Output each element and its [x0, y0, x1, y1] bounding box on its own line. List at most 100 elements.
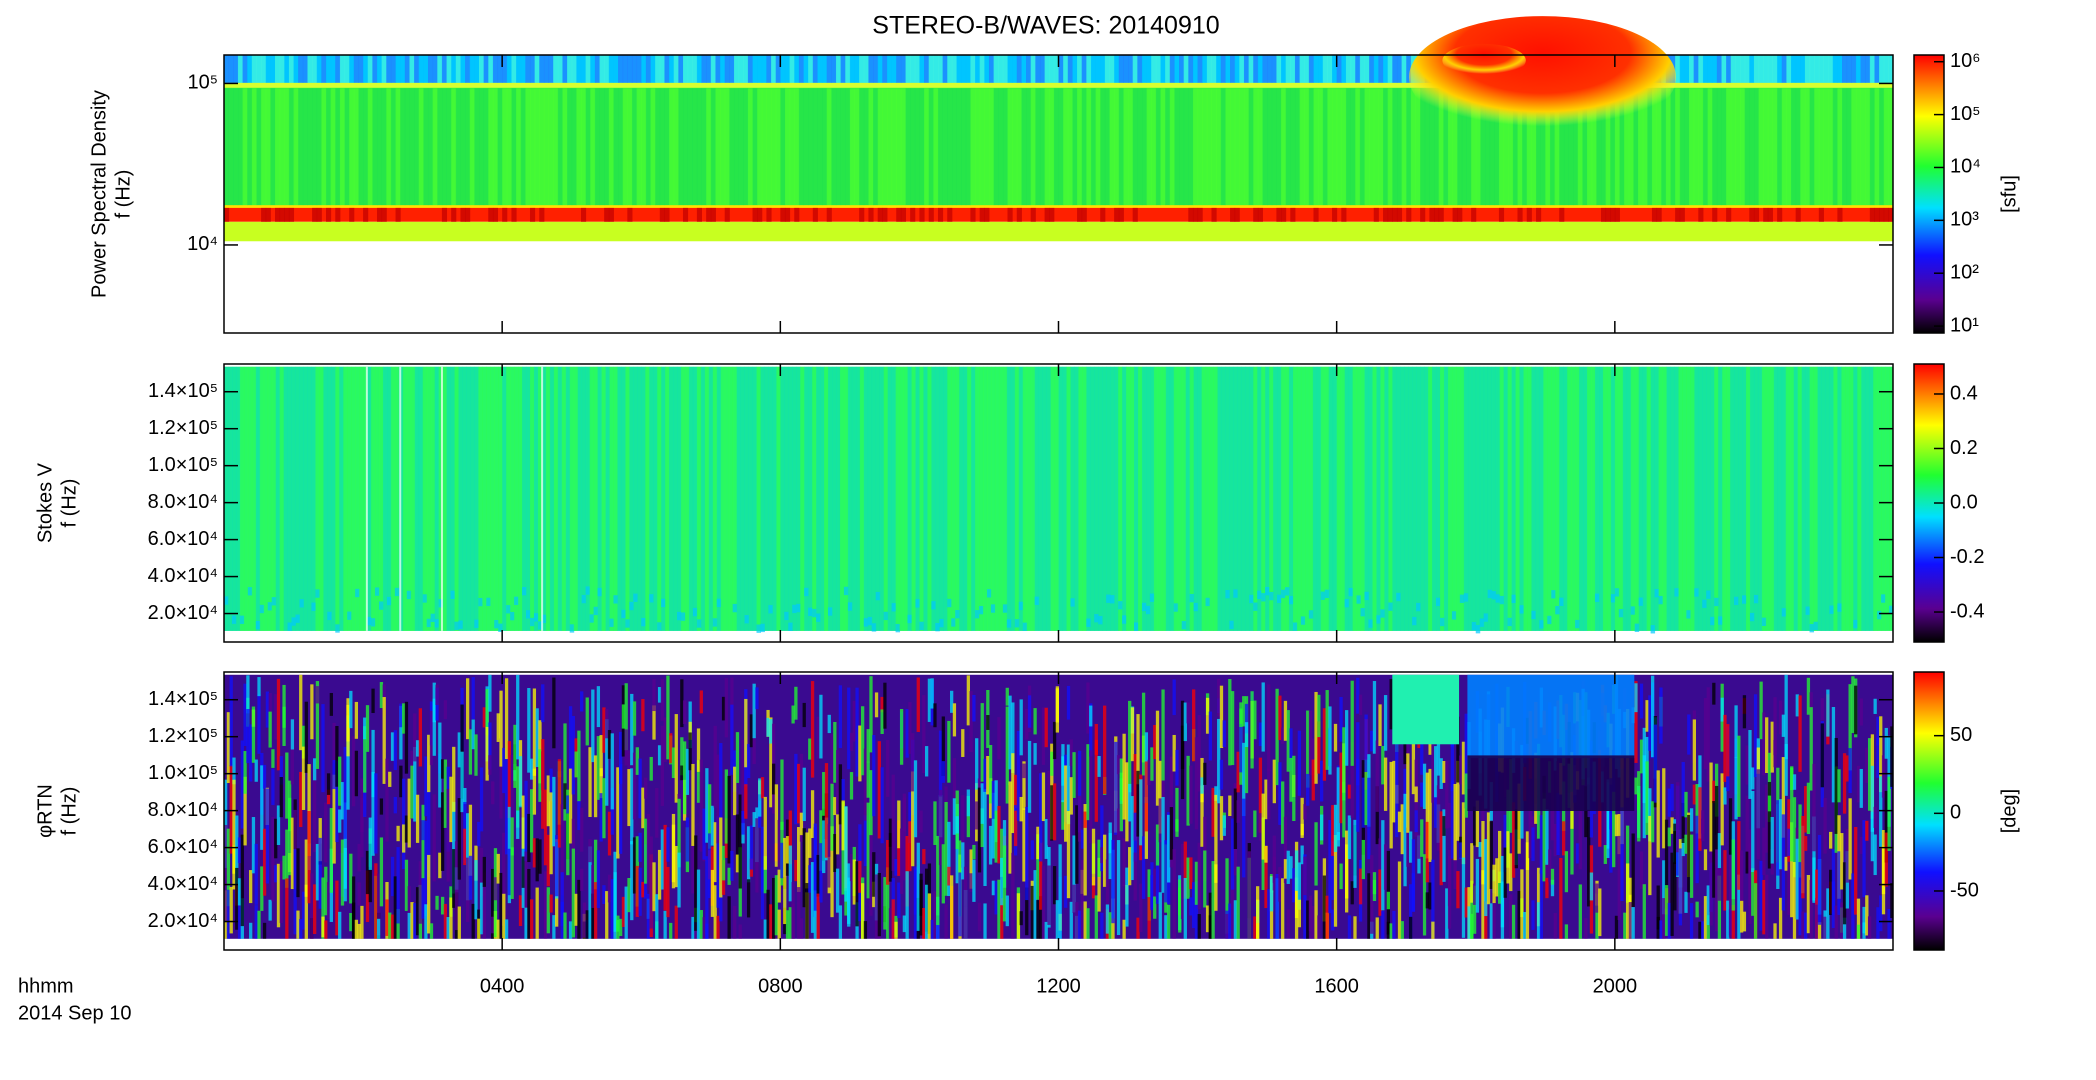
spectrum-streak [455, 55, 461, 83]
spectrum-streak [1456, 871, 1460, 909]
spectrum-streak [1623, 912, 1627, 939]
y-axis-label: f (Hz) [58, 479, 80, 528]
spectrum-streak [1651, 88, 1658, 206]
spectrum-streak [938, 730, 943, 797]
spectrum-streak [325, 207, 332, 222]
spectrum-streak [888, 832, 893, 847]
spectrum-streak [486, 366, 491, 631]
spectrum-streak [1614, 814, 1619, 837]
spectrum-streak [1189, 765, 1193, 824]
spectrum-streak [1481, 801, 1485, 821]
spectrum-streak [242, 88, 248, 206]
spectrum-streak [541, 684, 545, 723]
spectrum-streak [1077, 750, 1082, 833]
spectrum-streak [771, 877, 776, 939]
spectrum-streak [1784, 744, 1788, 796]
spectrum-streak [1100, 912, 1104, 939]
spectrum-streak [922, 907, 926, 939]
spectrum-streak [975, 801, 979, 830]
spectrum-streak [330, 88, 336, 206]
spectrum-streak [1186, 755, 1190, 826]
spectrum-streak [720, 55, 726, 83]
spectrum-streak [1471, 207, 1477, 222]
spectrum-streak [1439, 758, 1443, 789]
spectrum-streak [1158, 760, 1162, 834]
spectrum-streak [287, 366, 293, 631]
spectrum-streak [1331, 805, 1335, 856]
spectrum-streak [694, 835, 698, 931]
spectrum-streak [1422, 763, 1427, 809]
spectrum-streak [1471, 366, 1477, 631]
spectrum-streak [1884, 832, 1888, 887]
spectrum-streak [243, 366, 249, 631]
spectrum-streak [752, 683, 756, 739]
spectrum-streak [438, 852, 442, 879]
spectrum-streak [1642, 366, 1648, 631]
spectrum-streak [335, 725, 339, 787]
spectrum-streak [886, 739, 890, 797]
spectrum-streak [1818, 88, 1824, 206]
spectrum-streak [741, 739, 745, 824]
spectrum-streak [1253, 916, 1257, 939]
spectrum-streak [1010, 366, 1016, 631]
spectrum-streak [1526, 88, 1532, 206]
spectrum-streak [1455, 366, 1461, 631]
spectrum-streak [1183, 841, 1187, 899]
spectrum-streak [1228, 679, 1232, 766]
spectrum-streak [785, 836, 790, 864]
spectrum-streak [563, 912, 567, 939]
spectrum-streak [1197, 207, 1203, 222]
spectrum-streak [1378, 838, 1382, 886]
spectrum-streak [1869, 55, 1875, 83]
spectrum-streak [259, 366, 265, 631]
spectrum-streak [661, 598, 666, 608]
spectrum-streak [1734, 705, 1738, 758]
spectrum-streak [1234, 207, 1240, 222]
spectrum-streak [868, 55, 874, 83]
spectrum-streak [346, 715, 350, 810]
spectrum-streak [316, 207, 322, 222]
spectrum-streak [1244, 722, 1249, 748]
spectrum-streak [777, 869, 781, 903]
spectrum-streak [1785, 366, 1791, 631]
spectrum-streak [696, 366, 702, 631]
spectrum-streak [585, 697, 589, 746]
spectrum-streak [287, 622, 293, 631]
spectrum-streak [1375, 917, 1379, 939]
spectrum-streak [516, 674, 520, 760]
spectrum-streak [432, 698, 436, 723]
spectrum-streak [1829, 605, 1834, 614]
spectrum-streak [1763, 88, 1769, 206]
spectrum-streak [1281, 207, 1287, 222]
spectrum-streak [1025, 806, 1029, 901]
spectrum-streak [1086, 55, 1092, 83]
spectrum-streak [1876, 907, 1880, 939]
spectrum-streak [438, 366, 444, 631]
spectrum-streak [1726, 724, 1730, 777]
spectrum-streak [1778, 799, 1783, 870]
spectrum-streak [816, 366, 821, 631]
spectrum-streak [733, 55, 740, 83]
spectrum-streak [1030, 55, 1036, 83]
spectrum-streak [516, 810, 520, 839]
spectrum-streak [1123, 55, 1129, 83]
spectrum-streak [1837, 366, 1842, 631]
spectrum-streak [1281, 727, 1285, 744]
spectrum-streak [927, 893, 932, 939]
spectrum-streak [1211, 207, 1217, 222]
spectrum-streak [1828, 88, 1834, 206]
spectrum-streak [986, 366, 992, 631]
spectrum-streak [788, 366, 793, 631]
spectrum-streak [1434, 789, 1438, 828]
spectrum-streak [1034, 366, 1040, 631]
spectrum-streak [1250, 691, 1254, 769]
spectrum-streak [452, 801, 456, 894]
spectrum-streak [1702, 55, 1709, 83]
spectrum-streak [905, 708, 909, 758]
spectrum-streak [251, 706, 256, 763]
spectrum-streak [1881, 755, 1886, 798]
spectrum-streak [1285, 88, 1291, 206]
y-tick-label: 6.0×10⁴ [148, 836, 218, 858]
spectrum-streak [769, 717, 773, 808]
spectrum-streak [546, 834, 550, 887]
